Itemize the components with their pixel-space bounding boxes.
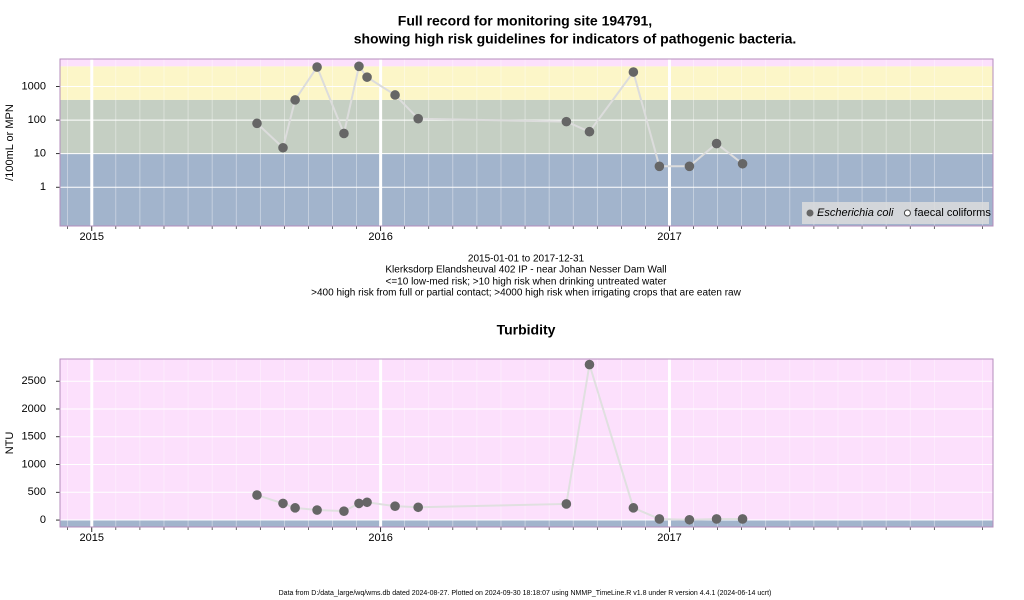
data-point [390, 501, 400, 511]
caption: Klerksdorp Elandsheuval 402 IP - near Jo… [385, 265, 666, 276]
x-tick-label: 2016 [368, 532, 392, 544]
data-point [339, 506, 349, 516]
x-tick-label: 2015 [80, 532, 104, 544]
y-tick-label: 2500 [22, 375, 46, 387]
data-point [312, 62, 322, 72]
risk-band [60, 519, 993, 527]
y-tick-label: 1000 [22, 80, 46, 92]
chart-subtitle: showing high risk guidelines for indicat… [354, 31, 797, 47]
data-point [561, 116, 572, 127]
y-tick-label: 0 [40, 514, 46, 526]
data-point [584, 359, 595, 370]
data-point [278, 498, 288, 509]
legend-marker [806, 209, 814, 217]
risk-band [60, 59, 993, 67]
series-line [256, 63, 744, 168]
data-point [584, 126, 595, 137]
data-point [354, 61, 364, 72]
data-point [413, 113, 423, 124]
data-point [278, 142, 288, 153]
data-point [312, 505, 322, 515]
x-tick-label: 2016 [368, 231, 392, 243]
caption: >400 high risk from full or partial cont… [311, 288, 741, 299]
chart-title: Full record for monitoring site 194791, [398, 13, 652, 29]
y-axis-label: /100mL or MPN [4, 104, 16, 181]
data-point [628, 67, 639, 77]
x-tick-label: 2015 [80, 231, 104, 243]
y-tick-label: 2000 [22, 403, 46, 415]
data-point [654, 514, 665, 524]
y-tick-label: 10 [34, 148, 46, 160]
data-point [711, 514, 722, 524]
x-tick-label: 2017 [657, 532, 681, 544]
legend-marker [903, 209, 911, 217]
y-tick-label: 500 [28, 486, 46, 498]
data-point [711, 138, 722, 149]
data-point [362, 72, 372, 82]
y-tick-label: 1500 [22, 431, 46, 443]
x-tick-label: 2017 [657, 231, 681, 243]
data-point [390, 90, 400, 100]
data-point [362, 497, 372, 508]
footer: Data from D:/data_large/wq/wms.db dated … [279, 590, 772, 597]
data-point [737, 158, 748, 169]
data-point [339, 128, 349, 139]
y-tick-label: 1 [40, 181, 46, 193]
data-point [737, 514, 748, 524]
data-point [413, 502, 423, 513]
y-tick-label: 100 [28, 114, 46, 126]
data-point [290, 95, 300, 105]
legend-box [802, 202, 989, 224]
data-point [290, 503, 300, 513]
chart-title: Turbidity [497, 322, 556, 338]
data-point [684, 514, 695, 525]
data-point [654, 161, 665, 172]
legend-label: faecal coliforms [914, 207, 991, 219]
y-tick-label: 1000 [22, 458, 46, 470]
risk-band [60, 99, 993, 154]
data-point [252, 118, 262, 129]
caption: <=10 low-med risk; >10 high risk when dr… [386, 277, 668, 288]
data-point [561, 499, 572, 509]
risk-band [60, 359, 993, 520]
risk-band [60, 66, 993, 100]
plot-border [59, 358, 994, 528]
plot-border [59, 58, 994, 227]
series-line [256, 364, 743, 521]
legend-label: Escherichia coli [817, 207, 894, 219]
data-point [684, 161, 695, 172]
data-point [628, 503, 639, 513]
caption: 2015-01-01 to 2017-12-31 [468, 254, 585, 265]
data-point [252, 490, 262, 500]
y-axis-label: NTU [4, 432, 16, 455]
data-point [354, 498, 364, 509]
